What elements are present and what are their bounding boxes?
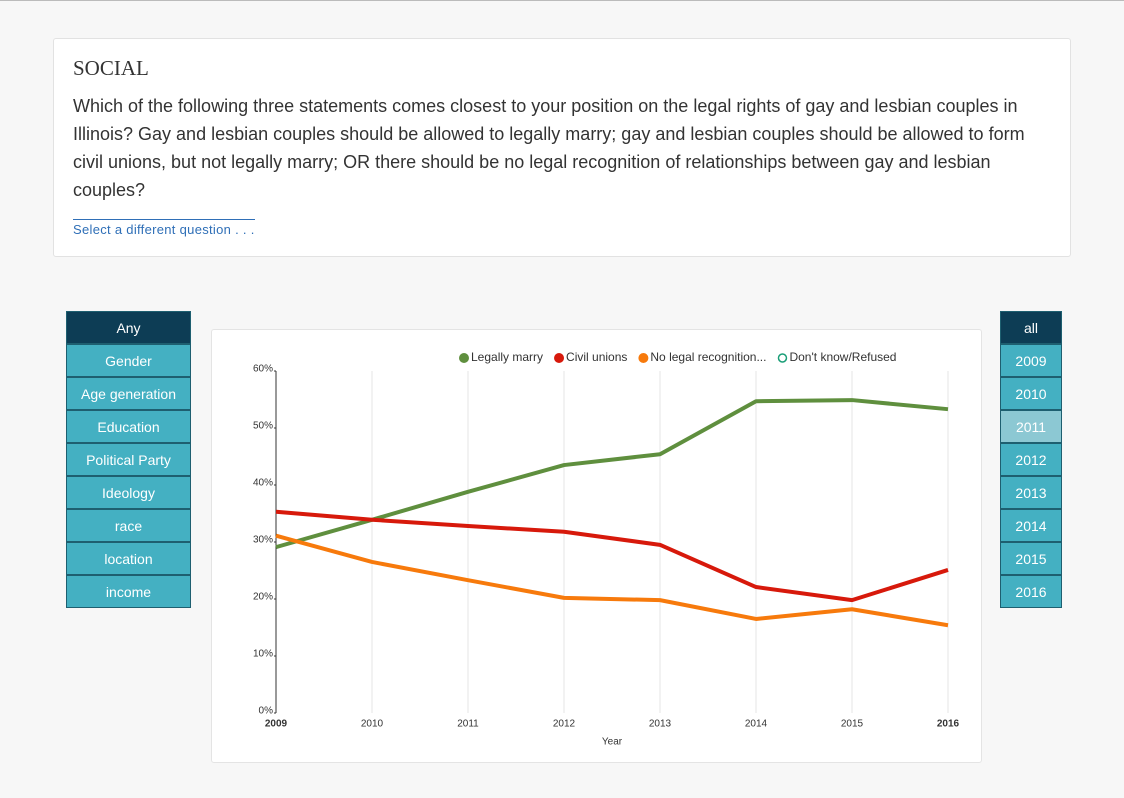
legend-marker <box>638 353 649 363</box>
year-button[interactable]: 2016 <box>1000 575 1062 608</box>
year-button[interactable]: 2013 <box>1000 476 1062 509</box>
filter-button[interactable]: Education <box>66 410 191 443</box>
filter-button[interactable]: Age generation <box>66 377 191 410</box>
x-tick-label: 2012 <box>553 719 576 730</box>
x-axis-label: Year <box>602 737 623 748</box>
y-tick-label: 30% <box>253 535 273 546</box>
x-tick-label: 2009 <box>265 719 288 730</box>
legend-label: No legal recognition... <box>650 350 766 364</box>
filter-button[interactable]: income <box>66 575 191 608</box>
filter-button[interactable]: Gender <box>66 344 191 377</box>
x-tick-label: 2013 <box>649 719 672 730</box>
year-button[interactable]: 2010 <box>1000 377 1062 410</box>
left-menu: Any Gender Age generation Education Politica… <box>66 311 191 608</box>
legend-marker <box>554 353 565 363</box>
y-tick-label: 10% <box>253 649 273 660</box>
legend-label: Don't know/Refused <box>789 350 896 364</box>
question-text: Which of the following three statements … <box>73 96 1025 200</box>
year-button[interactable]: 2009 <box>1000 344 1062 377</box>
legend-label: Civil unions <box>566 350 627 364</box>
section-title: SOCIAL <box>73 56 149 80</box>
filter-button[interactable]: Any <box>66 311 191 344</box>
year-button[interactable]: all <box>1000 311 1062 344</box>
year-button[interactable]: 2011 <box>1000 410 1062 443</box>
legend-marker <box>459 353 469 363</box>
x-tick-label: 2011 <box>457 719 479 730</box>
filter-button[interactable]: location <box>66 542 191 575</box>
year-button[interactable]: 2012 <box>1000 443 1062 476</box>
y-tick-label: 0% <box>259 706 274 717</box>
select-question-link[interactable]: Select a different question . . . <box>73 219 255 237</box>
series-line <box>275 509 949 603</box>
x-tick-label: 2010 <box>361 719 384 730</box>
y-tick-label: 50% <box>253 421 273 432</box>
x-tick-label: 2014 <box>745 719 768 730</box>
chart-card: 2009 2010 2011 2012 2013 2014 2015 2016 0% 10% 20%… <box>211 329 982 763</box>
chart: 2009 2010 2011 2012 2013 2014 2015 2016 0% 10% 20%… <box>253 350 960 748</box>
right-menu: all 2009 2010 2011 2012 2013 2014 2015 2016 <box>1000 311 1062 608</box>
filter-button[interactable]: Political Party <box>66 443 191 476</box>
question-card: SOCIAL Which of the following three stat… <box>53 38 1071 257</box>
filter-button[interactable]: Ideology <box>66 476 191 509</box>
series-line <box>275 533 949 628</box>
legend-marker <box>777 353 788 363</box>
y-tick-label: 60% <box>253 364 273 375</box>
filter-button[interactable]: race <box>66 509 191 542</box>
top-rule <box>0 0 1124 1</box>
year-button[interactable]: 2015 <box>1000 542 1062 575</box>
x-tick-label: 2016 <box>937 719 960 730</box>
legend-label: Legally marry <box>471 350 543 364</box>
year-button[interactable]: 2014 <box>1000 509 1062 542</box>
series-line <box>275 398 949 550</box>
y-tick-label: 40% <box>253 478 273 489</box>
y-tick-label: 20% <box>253 592 273 603</box>
x-tick-label: 2015 <box>841 719 864 730</box>
